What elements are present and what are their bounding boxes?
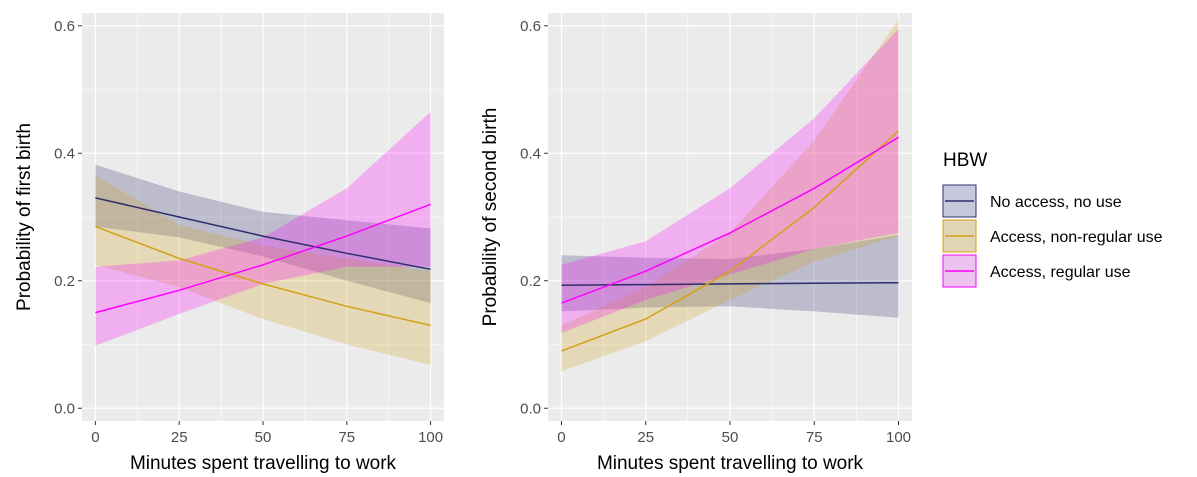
p2-x-tick-label: 0 — [557, 429, 565, 446]
p2-line-no-access-no-use — [561, 281, 899, 286]
p2-y-tick-label: 0.2 — [520, 273, 541, 290]
p2-band-no-access-no-use — [561, 234, 899, 318]
p1-y-axis-title: Probability of first birth — [14, 123, 35, 311]
p1-x-tick-label: 25 — [171, 429, 188, 446]
panel-second-birth: 0 25 50 75 100 0.0 0.2 0.4 0.6 Minutes spent trav… — [480, 13, 912, 474]
p1-x-axis-title: Minutes spent travelling to work — [130, 453, 397, 474]
p1-x-tick-label: 50 — [255, 429, 272, 446]
p2-band-access-non-regular-use — [561, 19, 899, 372]
panel-first-birth: 0 25 50 75 100 0.0 0.2 0.4 0.6 Minutes spent trav… — [14, 13, 444, 474]
p1-x-tick-label: 75 — [338, 429, 355, 446]
legend: HBW No access, no use Access, non-regula… — [942, 150, 1163, 288]
p1-band-access-non-regular-use — [95, 175, 431, 365]
legend-item-no-access: No access, no use — [942, 184, 1122, 218]
legend-item-access-non-regular: Access, non-regular use — [942, 219, 1163, 253]
p2-y-axis-title: Probability of second birth — [480, 108, 501, 327]
p2-x-tick-label: 25 — [637, 429, 654, 446]
p1-line-no-access-no-use — [95, 197, 431, 271]
p1-band-no-access-no-use — [95, 164, 431, 304]
p1-band-access-regular-use — [95, 111, 431, 346]
legend-label-access-non-regular: Access, non-regular use — [990, 229, 1163, 246]
p2-x-tick-label: 75 — [806, 429, 823, 446]
p2-y-tick-label: 0.6 — [520, 18, 541, 35]
p2-x-tick-label: 100 — [886, 429, 911, 446]
p1-line-access-non-regular-use — [95, 225, 431, 327]
p1-y-tick-label: 0.6 — [54, 18, 75, 35]
p2-x-axis-title: Minutes spent travelling to work — [597, 453, 864, 474]
p1-x-tick-label: 100 — [418, 429, 443, 446]
legend-title: HBW — [943, 150, 987, 171]
legend-item-access-regular: Access, regular use — [942, 254, 1131, 288]
p2-x-tick-label: 50 — [722, 429, 739, 446]
p1-line-access-regular-use — [95, 203, 431, 314]
p2-y-tick-label: 0.0 — [520, 400, 541, 417]
p1-y-tick-label: 0.4 — [54, 145, 75, 162]
p2-band-access-regular-use — [561, 28, 899, 334]
p2-y-tick-label: 0.4 — [520, 145, 541, 162]
p2-line-access-regular-use — [561, 136, 899, 304]
p1-x-tick-label: 0 — [91, 429, 99, 446]
p1-y-tick-label: 0.0 — [54, 400, 75, 417]
legend-label-no-access: No access, no use — [990, 194, 1122, 211]
p2-line-access-non-regular-use — [561, 130, 900, 352]
p1-y-tick-label: 0.2 — [54, 273, 75, 290]
legend-label-access-regular: Access, regular use — [990, 264, 1131, 281]
